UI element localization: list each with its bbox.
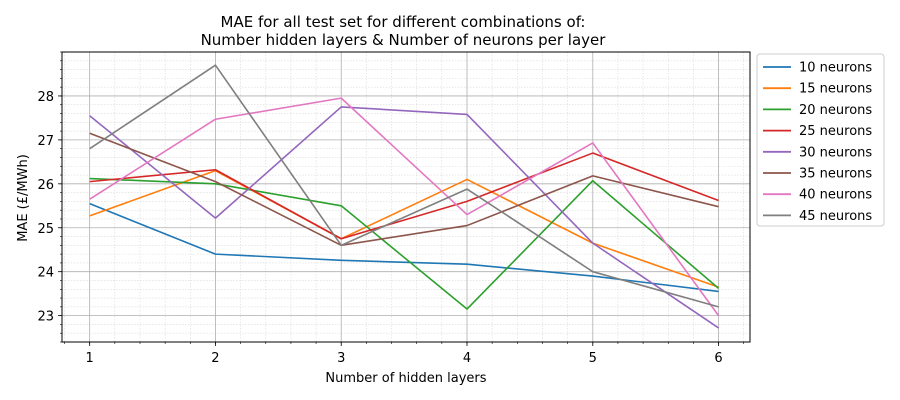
series-line-5 [89,106,720,329]
y-tick-label: 24 [37,266,54,281]
x-axis-label: Number of hidden layers [325,371,486,386]
legend: 10 neurons 15 neurons 20 neurons 25 neurons… [756,53,885,227]
series-line-8 [89,64,719,308]
x-tick-label: 3 [337,351,345,366]
legend-label-3: 20 neurons [799,103,872,118]
y-tick-label: 23 [37,310,54,325]
series-line-3 [89,177,720,310]
axes [58,51,751,346]
x-tick-label: 2 [211,351,219,366]
plot-frame [61,51,751,343]
series-lines [89,64,720,329]
y-axis-label: MAE (£/MWh) [16,154,31,242]
y-tick-label: 28 [37,90,54,105]
chart-title-line-2: Number hidden layers & Number of neurons… [201,31,607,49]
legend-label-2: 15 neurons [799,82,872,97]
y-tick-label: 26 [37,178,54,193]
x-tick-label: 5 [589,351,597,366]
legend-box [756,53,885,227]
grid [62,51,750,343]
legend-label-1: 10 neurons [799,61,872,76]
x-tick-label: 4 [463,351,471,366]
series-line-7 [89,97,720,317]
legend-label-6: 35 neurons [799,167,872,182]
x-tick-label: 6 [714,351,722,366]
series-line-4 [89,152,719,240]
legend-label-4: 25 neurons [799,124,872,139]
y-tick-label: 25 [37,222,54,237]
series-line-6 [89,132,719,247]
x-tick-label: 1 [86,351,94,366]
legend-label-8: 45 neurons [799,209,872,224]
series-line-1 [89,202,719,293]
series-line-2 [89,169,719,288]
legend-label-7: 40 neurons [799,188,872,203]
chart-title-line-1: MAE for all test set for different combi… [221,13,586,31]
y-tick-label: 27 [37,134,54,149]
legend-label-5: 30 neurons [799,145,872,160]
